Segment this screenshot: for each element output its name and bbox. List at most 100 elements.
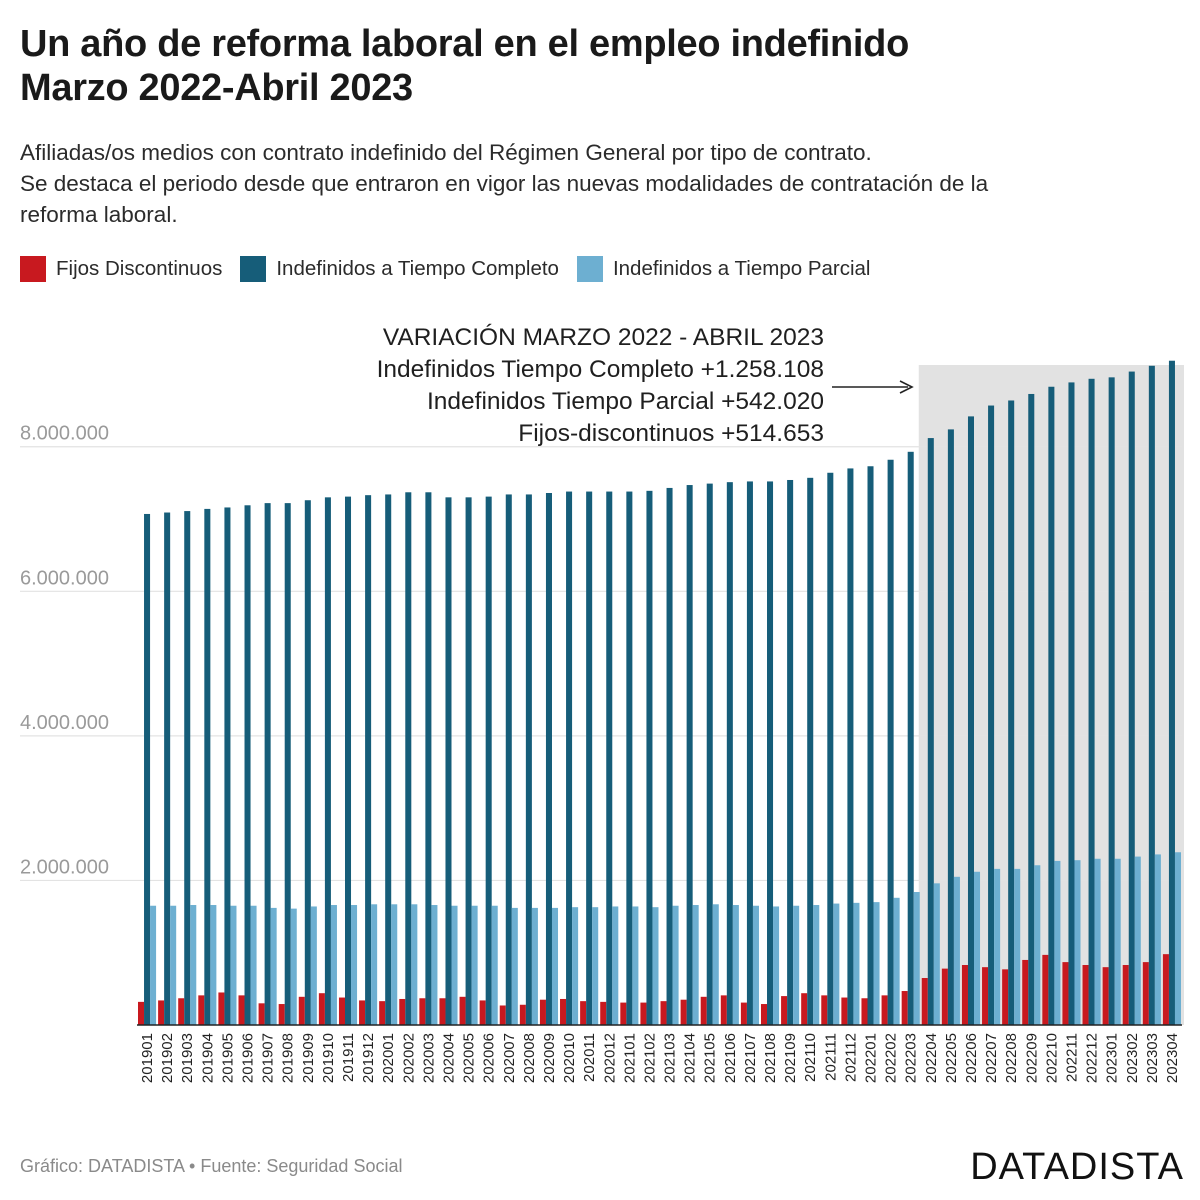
annotation-arrow-head [899,380,914,394]
x-tick-label: 202202 [883,1033,900,1083]
bar-fijos-discontinuos [178,998,185,1025]
bar-fijos-discontinuos [399,998,406,1025]
x-tick-label: 202010 [561,1033,578,1083]
x-tick-label: 202110 [802,1033,819,1082]
bar-tiempo-parcial [853,902,860,1025]
subtitle-line2: Se destaca el periodo desde que entraron… [20,171,989,196]
y-tick-label: 8.000.000 [20,423,109,445]
bar-tiempo-completo [1128,371,1135,1026]
bar-fijos-discontinuos [600,1001,607,1025]
x-tick-label: 202111 [822,1033,839,1081]
bar-fijos-discontinuos [198,995,205,1025]
bar-tiempo-parcial [712,904,719,1025]
legend-item-fijos-discontinuos[interactable]: Fijos Discontinuos [20,256,222,282]
bar-tiempo-completo [907,451,914,1025]
bar-tiempo-parcial [732,905,739,1025]
bar-tiempo-parcial [1174,852,1181,1025]
x-tick-label: 201911 [340,1033,357,1082]
bar-tiempo-completo [706,483,713,1025]
x-tick-label: 202103 [662,1033,679,1083]
legend-item-tiempo-completo[interactable]: Indefinidos a Tiempo Completo [240,256,559,282]
bar-fijos-discontinuos [560,998,567,1025]
x-tick-label: 202105 [702,1033,719,1083]
bar-fijos-discontinuos [901,991,908,1025]
x-tick-label: 202004 [440,1033,457,1083]
x-tick-label: 202104 [682,1033,699,1083]
bar-fijos-discontinuos [539,999,546,1025]
bar-tiempo-parcial [773,906,780,1025]
bar-tiempo-completo [405,492,412,1025]
bar-fijos-discontinuos [781,996,788,1025]
bar-fijos-discontinuos [941,968,948,1025]
bar-tiempo-completo [385,494,392,1025]
bar-tiempo-completo [686,485,693,1025]
x-tick-label: 202112 [842,1033,859,1082]
bar-tiempo-parcial [1014,868,1021,1025]
bar-tiempo-parcial [612,906,619,1025]
bar-tiempo-completo [1028,393,1035,1025]
y-tick-label: 2.000.000 [20,856,109,878]
x-tick-label: 202002 [400,1033,417,1083]
bar-fijos-discontinuos [760,1004,768,1025]
bar-tiempo-completo [425,492,432,1025]
bar-tiempo-parcial [1094,858,1101,1025]
bar-tiempo-parcial [150,905,157,1025]
bar-tiempo-parcial [752,905,759,1025]
bar-tiempo-completo [1148,365,1155,1026]
bar-fijos-discontinuos [318,993,325,1025]
bar-tiempo-completo [1068,382,1075,1026]
x-tick-label: 201905 [219,1033,236,1083]
x-tick-label: 202209 [1023,1033,1040,1083]
bar-fijos-discontinuos [1102,967,1109,1025]
bar-tiempo-parcial [893,897,900,1025]
bar-tiempo-completo [626,491,633,1026]
x-tick-label: 202208 [1003,1033,1020,1083]
bar-tiempo-completo [586,491,593,1026]
x-tick-label: 202106 [722,1033,739,1083]
bar-fijos-discontinuos [278,1004,285,1025]
legend-label-tiempo-parcial: Indefinidos a Tiempo Parcial [612,257,871,280]
legend-label-fijos-discontinuos: Fijos Discontinuos [56,257,223,280]
bar-tiempo-completo [1088,378,1095,1026]
brand-logo: DATADISTA [970,1146,1184,1188]
x-tick-label: 202212 [1084,1033,1101,1083]
bar-fijos-discontinuos [298,996,305,1025]
bar-tiempo-parcial [290,908,297,1025]
bar-fijos-discontinuos [1162,954,1169,1025]
legend-item-tiempo-parcial[interactable]: Indefinidos a Tiempo Parcial [576,256,871,282]
bar-fijos-discontinuos [158,1000,165,1025]
x-tick-label: 202108 [762,1033,779,1083]
bar-tiempo-completo [324,497,331,1026]
bar-tiempo-completo [988,405,995,1025]
bar-tiempo-parcial [330,905,337,1025]
x-tick-label: 202301 [1104,1033,1121,1083]
bar-tiempo-parcial [1154,854,1161,1025]
x-tick-label: 202203 [903,1033,920,1083]
bar-tiempo-parcial [592,907,599,1025]
bar-tiempo-parcial [692,905,699,1025]
x-tick-label: 202207 [983,1033,1000,1083]
legend-swatch-tiempo-completo [240,256,267,282]
bar-fijos-discontinuos [1142,962,1149,1025]
bar-tiempo-parcial [371,904,378,1025]
bar-tiempo-parcial [652,907,659,1025]
bar-tiempo-parcial [572,907,579,1025]
bar-fijos-discontinuos [479,1000,486,1025]
bar-tiempo-parcial [210,905,217,1025]
bar-tiempo-parcial [170,905,177,1025]
x-tick-label: 202101 [621,1033,638,1083]
bar-tiempo-completo [164,512,171,1025]
subtitle-line1: Afiliadas/os medios con contrato indefin… [20,140,872,165]
bar-fijos-discontinuos [1062,962,1069,1025]
bar-fijos-discontinuos [861,998,868,1025]
y-tick-label: 4.000.000 [20,712,109,734]
bar-tiempo-parcial [411,904,418,1025]
bar-tiempo-parcial [491,905,498,1025]
annotation-line2: Indefinidos Tiempo Completo +1.258.108 [376,356,824,383]
bar-tiempo-parcial [833,903,840,1025]
x-tick-label: 202001 [380,1033,397,1083]
bar-fijos-discontinuos [1122,965,1129,1025]
bar-fijos-discontinuos [519,1004,526,1025]
bar-fijos-discontinuos [700,996,707,1025]
bar-fijos-discontinuos [499,1005,506,1025]
